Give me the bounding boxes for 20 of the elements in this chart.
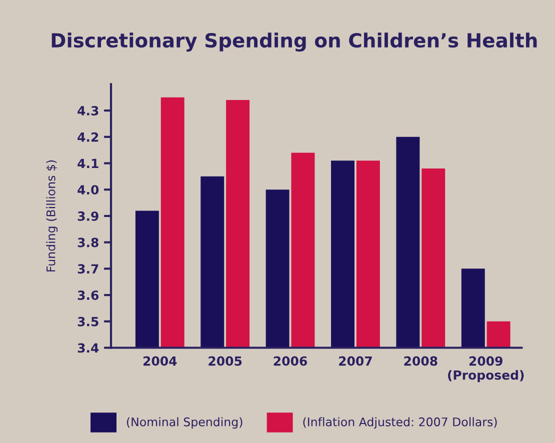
x-tick-label: 2004	[143, 356, 177, 366]
y-tick-label: 4.1	[78, 158, 98, 168]
y-tick-label: 3.5	[78, 316, 98, 326]
x-tick-label: 2009 (Proposed)	[448, 356, 524, 382]
y-tick-label: 4.2	[78, 132, 98, 142]
y-tick-label: 4.3	[78, 106, 98, 116]
y-tick-label: 3.8	[78, 238, 98, 248]
legend-label: (Nominal Spending)	[126, 417, 242, 429]
chart-title: Discretionary Spending on Children’s Health	[52, 32, 537, 52]
y-axis-title: Funding (Billions $)	[46, 160, 58, 272]
x-tick-label: 2007	[339, 356, 372, 366]
y-tick-label: 3.7	[78, 264, 98, 274]
y-tick-label: 3.4	[78, 343, 99, 353]
x-tick-label: 2006	[274, 356, 307, 366]
x-tick-label: 2005	[208, 356, 242, 366]
legend-label: (Inflation Adjusted: 2007 Dollars)	[303, 417, 497, 429]
x-tick-label: 2008	[404, 356, 438, 366]
y-tick-label: 3.6	[78, 290, 99, 300]
y-tick-label: 4.0	[78, 185, 99, 195]
y-tick-label: 3.9	[78, 211, 98, 221]
